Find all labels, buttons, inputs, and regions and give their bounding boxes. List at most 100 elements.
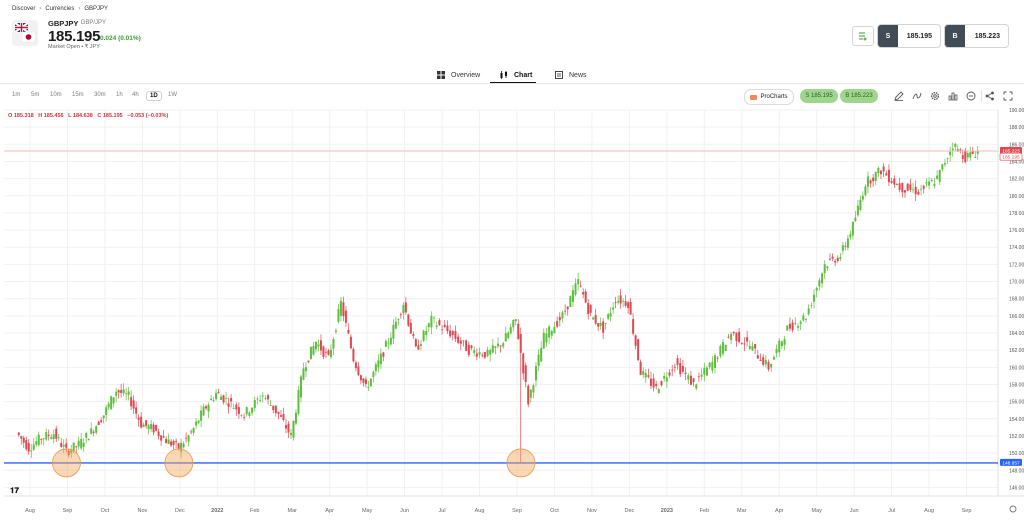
candle-body [681,366,684,372]
y-axis-label: 160.000 [1009,365,1024,371]
candle-body [629,302,632,315]
candle-body [407,314,410,326]
instrument-subtitle: · GBP/JPY [77,20,107,26]
candle-body [754,344,757,349]
candle-body [155,425,158,431]
candle-body [655,383,658,387]
chevron-right-icon: › [39,6,42,12]
buy-button[interactable]: B 185.223 [944,24,1009,48]
candle-body [392,324,395,339]
candle-body [60,443,63,447]
interval-30m[interactable]: 30m [94,92,106,98]
candle-body [451,330,454,336]
interval-1d[interactable]: 1D [146,91,162,101]
price-chart[interactable]: Aug Sep Oct Nov Dec 2022 Feb Mar Apr May Jun Jul Aug… [0,106,1024,518]
candle-body [959,149,962,151]
candle-body [110,396,113,410]
candle-body [714,355,717,368]
fullscreen-icon[interactable] [1002,90,1014,102]
candle-body [519,334,522,353]
y-axis-label: 152.000 [1009,434,1024,440]
candle-body [751,346,754,351]
candle-body [660,381,663,386]
candle-body [597,323,600,327]
candle-body [354,362,357,369]
candle-body [215,392,218,400]
candle-body [854,217,857,222]
sell-button[interactable]: S 185.195 [877,24,941,48]
candle-body [657,389,660,394]
candle-body [478,352,481,355]
candle-body [105,407,108,416]
candle-body [299,376,302,398]
candle-body [527,385,530,405]
support-price-tag [1000,458,1022,466]
candle-body [100,420,103,423]
chart-canvas[interactable]: Aug Sep Oct Nov Dec 2022 Feb Mar Apr May Jun Jul Aug… [0,106,1024,518]
candle-body [404,302,407,313]
interval-1m[interactable]: 1m [12,92,21,98]
candle-body [770,363,773,368]
candle-body [700,374,703,377]
procharts-button[interactable]: ProCharts [744,89,794,105]
interval-5m[interactable]: 5m [31,92,40,98]
candle-body [517,323,520,339]
candle-body [839,256,842,259]
axis-settings-icon[interactable] [1009,505,1017,513]
candle-body [514,319,517,322]
pencil-icon[interactable] [893,90,905,102]
candle-body [821,273,824,284]
interval-10m[interactable]: 10m [50,92,62,98]
candle-body [607,314,610,319]
current-price-tag [1000,146,1022,154]
candle-body [775,348,778,353]
candle-body [57,437,60,438]
candle-body [512,319,515,328]
x-axis-label: Jun [400,508,409,514]
interval-1h[interactable]: 1h [116,92,123,98]
tab-overview-label: Overview [451,71,481,79]
candle-body [564,310,567,312]
tab-news[interactable]: News [555,67,587,83]
candle-body [895,184,898,186]
candle-body [427,323,430,328]
candle-body [550,330,553,336]
candle-body [684,372,687,374]
candle-body [614,302,617,304]
candle-body [632,319,635,334]
candle-body [217,392,220,394]
settings-icon[interactable] [929,90,941,102]
candle-body [969,152,972,158]
sell-pill[interactable]: S 185.195 [800,89,838,103]
tab-overview[interactable]: Overview [437,67,480,83]
candle-body [441,329,444,331]
candle-body [738,331,741,343]
breadcrumb-currencies[interactable]: Currencies [45,6,75,12]
candle-body [197,420,200,423]
watchlist-button[interactable] [852,26,874,46]
interval-1w[interactable]: 1W [168,92,177,98]
candle-body [622,300,625,302]
candle-body [112,397,115,404]
candle-body [810,304,813,306]
compare-icon[interactable] [947,90,959,102]
bid-price-label: 185.195 [1002,155,1020,161]
minus-circle-icon[interactable] [965,90,977,102]
candle-body [47,434,50,437]
candle-body [264,398,267,399]
candle-body [663,376,666,379]
interval-4h[interactable]: 4h [132,92,139,98]
candle-body [836,257,839,262]
tab-chart[interactable]: Chart [500,67,532,83]
candle-body [788,323,791,329]
ohlc-high: H 185.456 [38,113,64,119]
buy-pill[interactable]: B 185.223 [840,89,878,103]
interval-15m[interactable]: 15m [72,92,84,98]
candle-body [582,292,585,295]
tradingview-logo-icon[interactable]: 𝟏𝟕 [10,486,19,495]
candle-body [205,406,208,409]
share-icon[interactable] [984,90,996,102]
breadcrumb-discover[interactable]: Discover [12,6,36,12]
candle-body [90,428,93,434]
indicators-icon[interactable] [911,90,923,102]
